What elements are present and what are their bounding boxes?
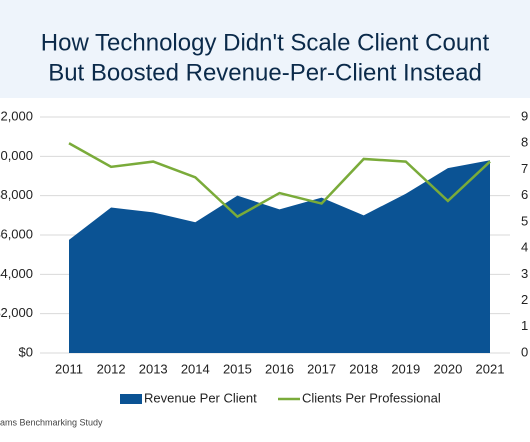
- x-tick-label: 2020: [433, 361, 462, 376]
- x-tick-label: 2019: [391, 361, 420, 376]
- legend-swatch: [120, 394, 142, 404]
- y2-tick-label: 7: [521, 161, 528, 176]
- y2-tick-label: 5: [521, 213, 528, 228]
- x-tick-label: 2016: [265, 361, 294, 376]
- x-tick-label: 2018: [349, 361, 378, 376]
- x-tick-label: 2015: [223, 361, 252, 376]
- y-tick-label: $12,000: [0, 108, 33, 123]
- y-tick-label: $10,000: [0, 148, 33, 163]
- revenue-area: [69, 160, 490, 353]
- x-tick-label: 2021: [476, 361, 505, 376]
- y2-tick-label: 9: [521, 108, 528, 123]
- y2-tick-label: 3: [521, 266, 528, 281]
- legend-label: Revenue Per Client: [144, 390, 257, 405]
- y2-tick-label: 6: [521, 187, 528, 202]
- x-tick-label: 2012: [97, 361, 126, 376]
- x-tick-label: 2013: [139, 361, 168, 376]
- clients-line: [68, 142, 491, 219]
- y-tick-label: $4,000: [0, 266, 33, 281]
- y2-tick-label: 2: [521, 292, 528, 307]
- y2-tick-label: 0: [521, 344, 528, 359]
- x-tick-label: 2014: [181, 361, 210, 376]
- source-note: Adams Benchmarking Study: [0, 417, 103, 427]
- legend-label: Clients Per Professional: [302, 390, 441, 405]
- chart-subtitle: But Boosted Revenue-Per-Client Instead: [48, 59, 482, 86]
- title-band: [0, 0, 530, 98]
- x-tick-label: 2017: [307, 361, 336, 376]
- x-tick-label: 2011: [55, 361, 83, 376]
- y-tick-label: $8,000: [0, 187, 33, 202]
- y2-tick-label: 8: [521, 135, 528, 150]
- y2-tick-label: 4: [521, 240, 528, 255]
- y-tick-label: $2,000: [0, 305, 33, 320]
- y-tick-label: $0: [19, 344, 33, 359]
- y-tick-label: $6,000: [0, 226, 33, 241]
- chart-title: How Technology Didn't Scale Client Count: [41, 29, 490, 56]
- y2-tick-label: 1: [521, 318, 528, 333]
